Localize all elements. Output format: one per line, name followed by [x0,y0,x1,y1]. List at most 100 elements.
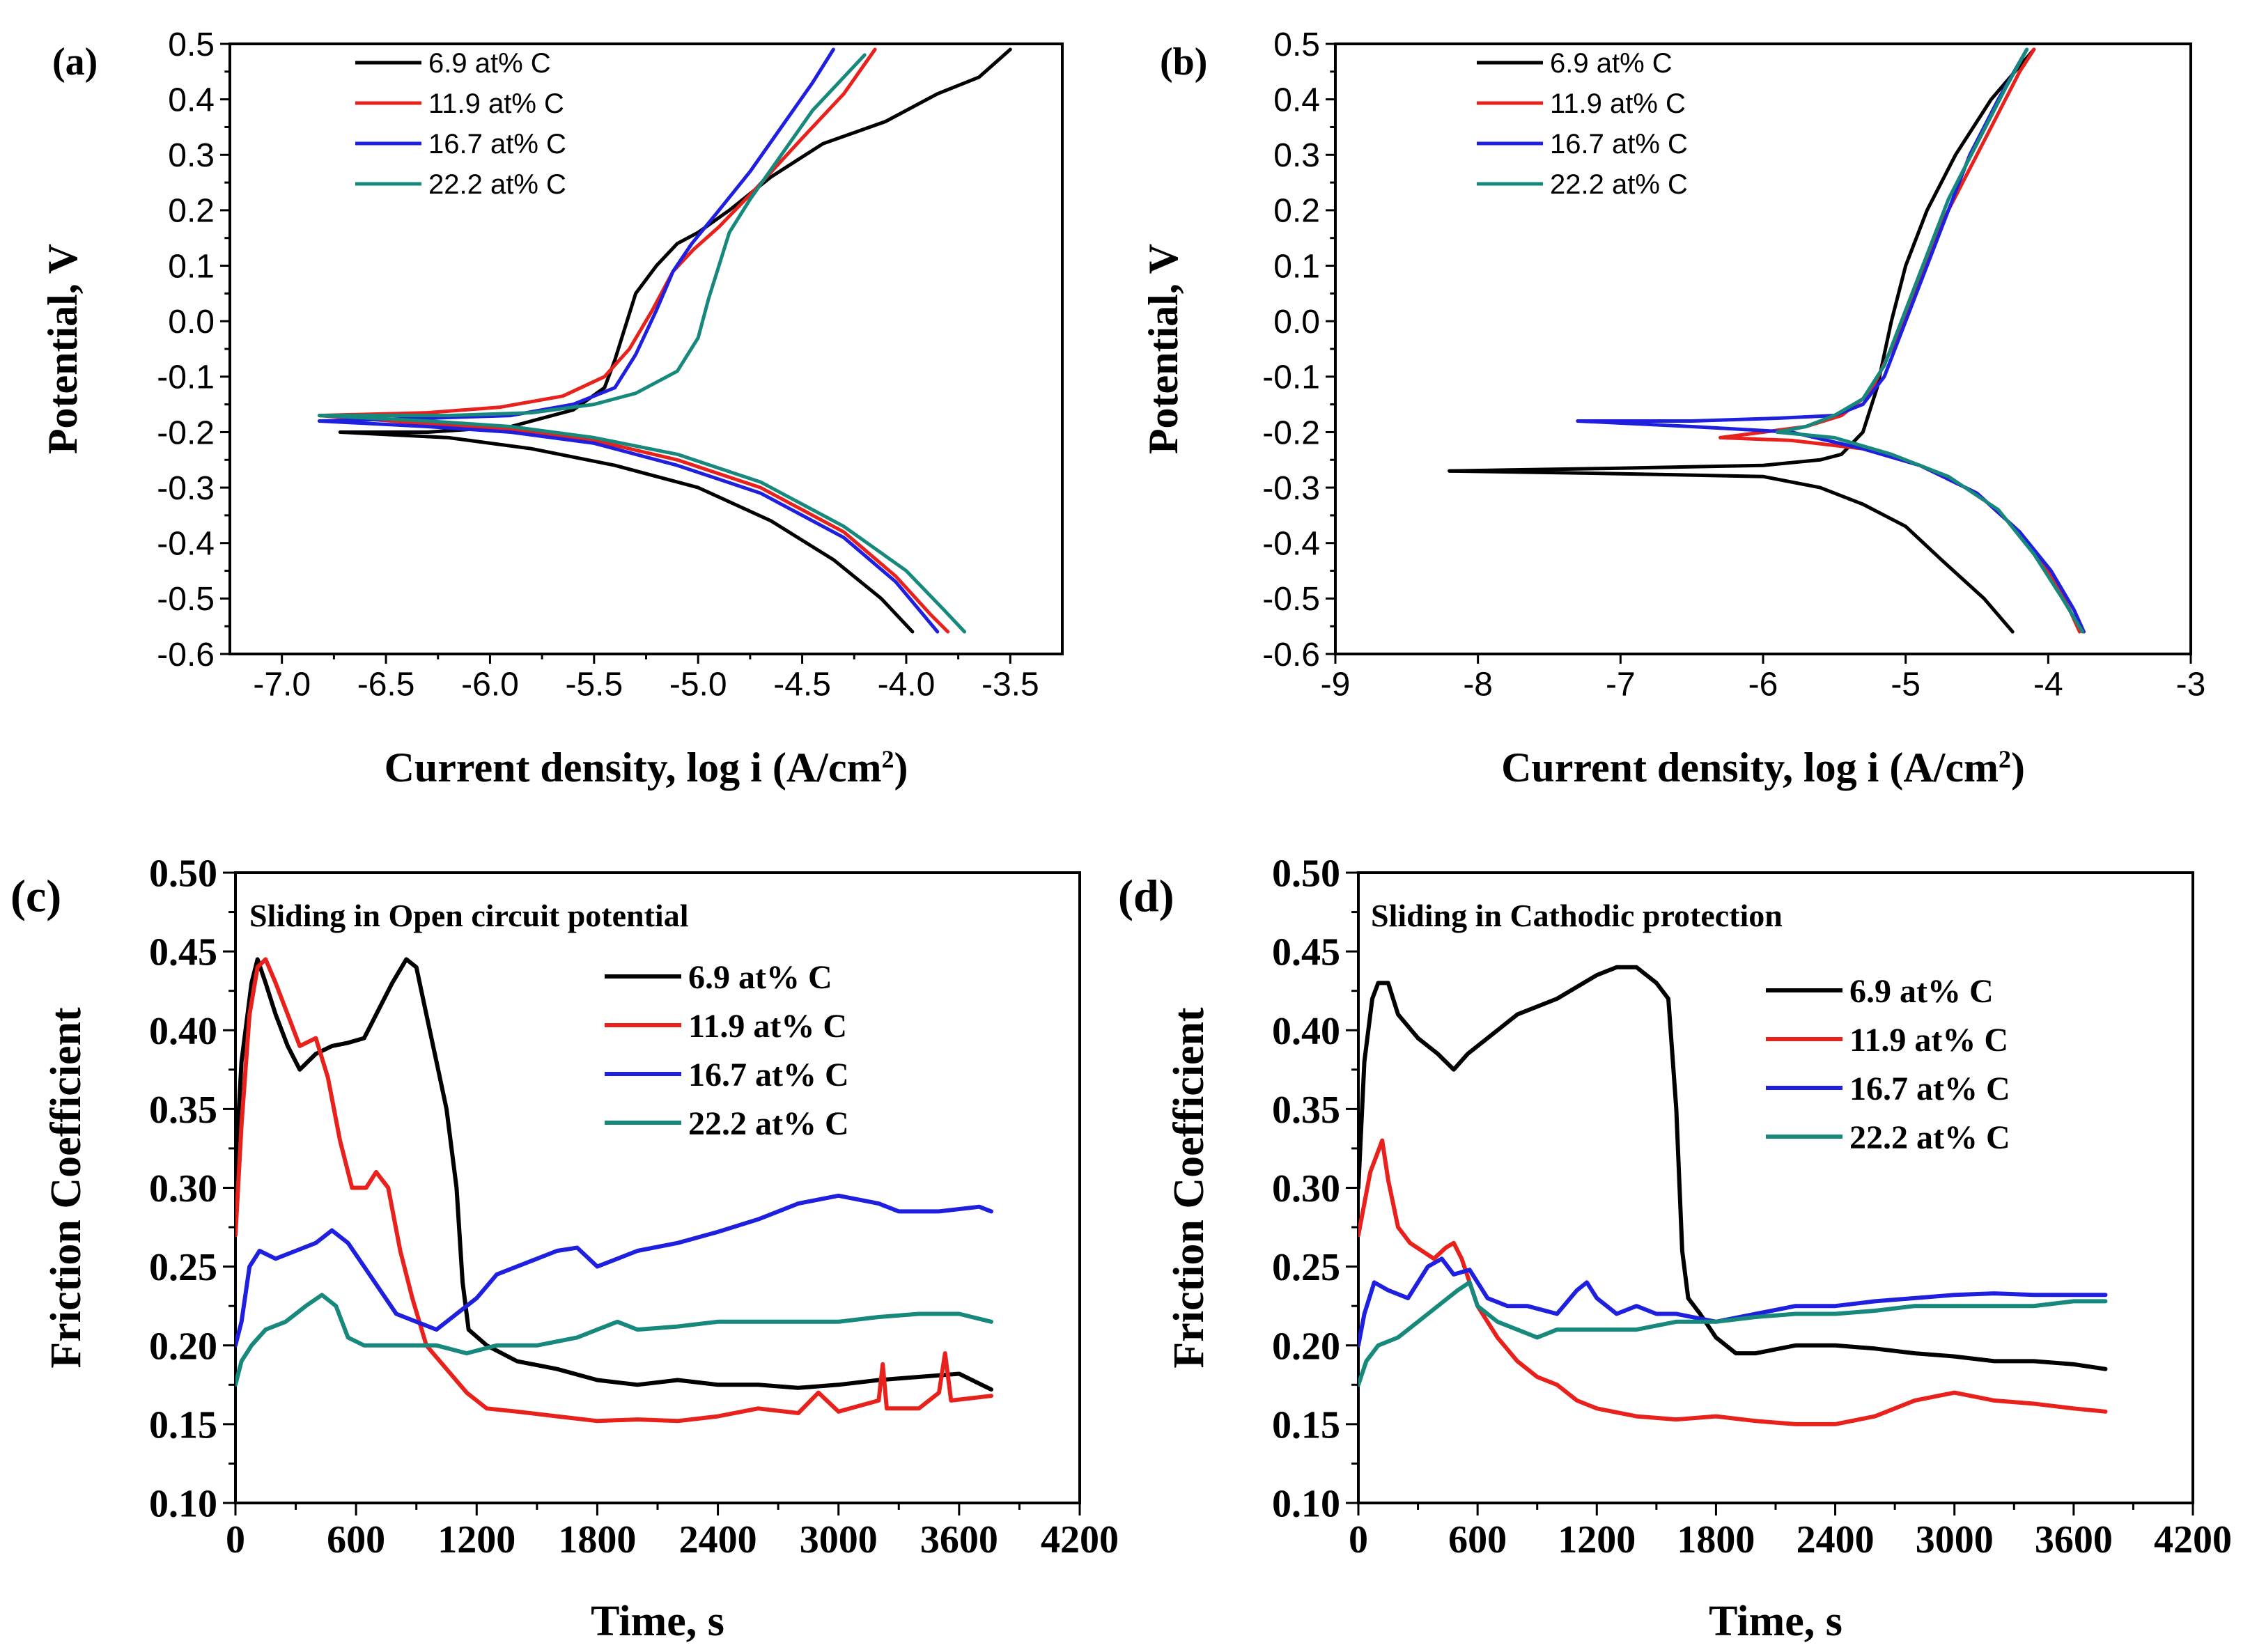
legend-label: 22.2 at% C [688,1105,849,1142]
legend-label: 22.2 at% C [1550,169,1688,200]
series-16-7-at-c-cathodic-branch [1576,419,2086,634]
y-tick-label: 0.40 [149,1010,217,1053]
x-tick-label: -3 [2176,667,2206,703]
plot-frame [228,42,1064,655]
legend-label: 22.2 at% C [428,169,566,200]
y-tick-label: 0.1 [1273,248,1320,285]
series-11-9-at-c-anodic-branch [318,47,877,418]
x-tick-label: 4200 [1041,1518,1119,1561]
series-11-9-at-c-line [235,957,993,1424]
y-tick-label: 0.25 [1272,1246,1340,1289]
x-tick-label: 3000 [800,1518,878,1561]
y-tick-label: -0.5 [1262,581,1320,618]
legend-label: 6.9 at% C [428,48,551,79]
panel-label-a: (a) [52,40,98,84]
y-tick-label: 0.30 [149,1167,217,1210]
x-axis-title-sup: 2 [1999,745,2011,773]
y-tick-label: 0.0 [168,304,215,341]
series-16-7-at-c-cathodic-branch [318,419,940,634]
legend-label: 16.7 at% C [428,129,566,159]
x-tick-label: 600 [1448,1518,1507,1561]
y-tick-label: 0.5 [1273,26,1320,63]
x-tick-label: 600 [327,1518,385,1561]
y-tick-label: -0.4 [1262,526,1320,563]
y-tick-label: 0.1 [168,248,215,285]
panel-label-d: (d) [1118,871,1174,921]
y-tick-label: -0.6 [1262,637,1320,673]
series-22-2-at-c-anodic-branch [318,53,867,418]
y-axis-title: Friction Coefficient [1165,1007,1213,1369]
y-tick-label: -0.1 [157,359,215,396]
x-tick-label: 3000 [1916,1518,1994,1561]
x-axis-title: Current density, log i (A/cm2) [385,745,908,790]
legend-label: 11.9 at% C [688,1008,847,1045]
x-tick-label: -5.0 [669,667,727,703]
y-tick-label: 0.10 [1272,1483,1340,1526]
y-tick-label: 0.20 [1272,1325,1340,1368]
y-tick-label: 0.10 [149,1483,217,1526]
legend-label: 11.9 at% C [1849,1022,2008,1059]
x-axis-title-end: ) [2011,745,2025,790]
x-tick-label: -8 [1463,667,1493,703]
series-group [318,47,1012,634]
series-22-2-at-c-cathodic-branch [318,414,967,634]
y-tick-label: -0.4 [157,526,215,563]
x-tick-label: 0 [1349,1518,1368,1561]
x-tick-label: -3.5 [982,667,1039,703]
x-tick-label: 1800 [558,1518,636,1561]
chart-panel-c: (c) 0 600 1200 1800 2400 3000 3600 4200 0.10 0.15 0… [10,852,1119,1645]
x-tick-label: 1200 [437,1518,515,1561]
y-tick-label: 0.20 [149,1325,217,1368]
y-tick-label: -0.2 [157,414,215,451]
chart-panel-a: (a) -7.0 -6.5 -6.0 -5.5 -5.0 -4.5 -4.0 -3.5 -0.6 -… [40,26,1064,790]
legend-label: 6.9 at% C [1550,48,1673,79]
x-tick-label: 2400 [1797,1518,1875,1561]
x-axis-title-text: Current density, log i (A/cm [385,745,882,790]
series-11-9-at-c-line [1358,1138,2108,1426]
x-tick-label: -6.5 [357,667,415,703]
y-tick-label: 0.4 [168,81,215,118]
x-tick-label: 2400 [679,1518,757,1561]
chart-panel-b: (b) -9 -8 -7 -6 -5 -4 -3 -0.6 -0.5 -0.4 -0.3 -0.2 -0.… [1140,26,2205,790]
x-axis-title-end: ) [894,745,908,790]
x-axis-title-text: Current density, log i (A/cm [1501,745,1999,790]
y-tick-label: 0.35 [149,1089,217,1132]
y-tick-label: 0.3 [1273,137,1320,174]
x-tick-label: -7 [1606,667,1636,703]
series-6-9-at-c-cathodic-branch [338,430,915,634]
legend-label: 22.2 at% C [1849,1119,2010,1156]
y-tick-label: 0.25 [149,1246,217,1289]
plot-annotation: Sliding in Cathodic protection [1371,898,1783,933]
series-6-9-at-c-line [235,957,993,1392]
y-axis-title: Friction Coefficient [42,1007,90,1369]
series-group [1358,965,2108,1426]
panel-label-c: (c) [10,871,61,921]
legend-label: 16.7 at% C [688,1057,849,1093]
y-tick-label: 0.15 [149,1403,217,1447]
y-tick-label: -0.6 [157,637,215,673]
y-tick-label: -0.2 [1262,414,1320,451]
y-tick-label: 0.30 [1272,1167,1340,1210]
x-axis-title-sup: 2 [881,745,894,773]
y-tick-label: -0.3 [1262,470,1320,507]
x-tick-label: 3600 [920,1518,998,1561]
x-tick-label: -7.0 [253,667,311,703]
y-tick-label: 0.3 [168,137,215,174]
y-axis-title: Potential, V [1140,244,1186,454]
plot-frame [1334,42,2192,655]
y-tick-label: 0.2 [1273,193,1320,230]
x-tick-label: 1200 [1558,1518,1636,1561]
y-tick-label: 0.50 [149,852,217,896]
legend-label: 6.9 at% C [1849,973,1994,1010]
x-tick-label: -5.5 [565,667,623,703]
series-group [1448,47,2086,634]
y-tick-label: 0.35 [1272,1089,1340,1132]
x-tick-label: -6.0 [461,667,519,703]
series-22-2-at-c-anodic-branch [1776,47,2029,434]
x-axis-title-text: Time, s [1709,1598,1842,1645]
y-axis-title: Potential, V [40,244,86,454]
x-axis-title: Time, s [591,1598,724,1645]
y-tick-label: 0.15 [1272,1403,1340,1447]
y-tick-label: 0.40 [1272,1010,1340,1053]
